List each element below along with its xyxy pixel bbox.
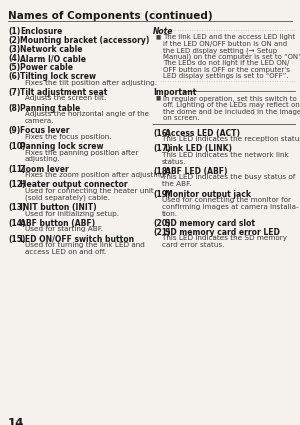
Text: card error status.: card error status. — [162, 242, 224, 248]
Text: Enclosure: Enclosure — [20, 27, 62, 36]
Text: Tilting lock screw: Tilting lock screw — [20, 72, 96, 81]
Text: Fixes the focus position.: Fixes the focus position. — [25, 134, 112, 140]
Text: Used for connecting the heater unit: Used for connecting the heater unit — [25, 188, 154, 194]
Text: (16): (16) — [153, 128, 170, 138]
Text: This LED indicates the SD memory: This LED indicates the SD memory — [162, 235, 287, 241]
Text: if the LED ON/OFF button is ON and: if the LED ON/OFF button is ON and — [163, 40, 287, 46]
Text: This LED indicates the reception status.: This LED indicates the reception status. — [162, 136, 300, 142]
Text: Tilt adjustment seat: Tilt adjustment seat — [20, 88, 107, 97]
Text: (21): (21) — [153, 228, 170, 237]
Text: INIT button (INIT): INIT button (INIT) — [20, 203, 97, 212]
Text: Alarm I/O cable: Alarm I/O cable — [20, 54, 86, 63]
Text: (11): (11) — [8, 164, 26, 173]
Text: (10): (10) — [8, 142, 26, 151]
Text: ■: ■ — [156, 34, 161, 39]
Text: Network cable: Network cable — [20, 45, 82, 54]
Text: Focus lever: Focus lever — [20, 126, 70, 135]
Text: (2): (2) — [8, 36, 20, 45]
Text: access LED on and off.: access LED on and off. — [25, 249, 106, 255]
Text: Adjusts the screen tilt.: Adjusts the screen tilt. — [25, 95, 106, 101]
Text: (20): (20) — [153, 219, 170, 228]
Text: camera.: camera. — [25, 118, 55, 124]
Text: Adjusts the horizontal angle of the: Adjusts the horizontal angle of the — [25, 111, 149, 117]
Text: (13): (13) — [8, 203, 26, 212]
Text: SD memory card error LED: SD memory card error LED — [165, 228, 280, 237]
Text: (17): (17) — [153, 144, 171, 153]
Text: Important: Important — [153, 88, 196, 96]
Text: (4): (4) — [8, 54, 20, 63]
Text: Zoom lever: Zoom lever — [20, 164, 69, 173]
Text: ■: ■ — [156, 96, 161, 100]
Text: (6): (6) — [8, 72, 20, 81]
Text: Note: Note — [153, 27, 173, 36]
Text: (15): (15) — [8, 235, 26, 244]
Text: Monitor output jack: Monitor output jack — [165, 190, 251, 198]
Text: Fixes the panning position after: Fixes the panning position after — [25, 150, 139, 156]
Text: (14): (14) — [8, 219, 26, 228]
Text: LED display settings is set to “OFF”.: LED display settings is set to “OFF”. — [163, 73, 289, 79]
Text: 14: 14 — [8, 417, 24, 425]
Text: (7): (7) — [8, 88, 20, 97]
Text: (12): (12) — [8, 180, 26, 190]
Text: This LED indicates the network link: This LED indicates the network link — [162, 152, 289, 158]
Text: SD memory card slot: SD memory card slot — [165, 219, 255, 228]
Text: In regular operation, set this switch to: In regular operation, set this switch to — [163, 96, 297, 102]
Text: adjusting.: adjusting. — [25, 156, 61, 162]
Text: (sold separately) cable.: (sold separately) cable. — [25, 195, 110, 201]
Text: Power cable: Power cable — [20, 63, 73, 72]
Text: LED ON/OFF switch button: LED ON/OFF switch button — [20, 235, 134, 244]
Text: The LEDs do not light if the LED ON/: The LEDs do not light if the LED ON/ — [163, 60, 290, 66]
Text: (1): (1) — [8, 27, 20, 36]
Text: Used for turning the link LED and: Used for turning the link LED and — [25, 242, 145, 248]
Text: (3): (3) — [8, 45, 20, 54]
Text: (8): (8) — [8, 104, 20, 113]
Text: ABF button (ABF): ABF button (ABF) — [20, 219, 95, 228]
Text: confirming images at camera installa-: confirming images at camera installa- — [162, 204, 298, 210]
Text: Access LED (ACT): Access LED (ACT) — [165, 128, 240, 138]
Text: (18): (18) — [153, 167, 171, 176]
Text: Used for initializing setup.: Used for initializing setup. — [25, 210, 119, 216]
Text: Panning table: Panning table — [20, 104, 80, 113]
Text: on screen.: on screen. — [163, 115, 200, 121]
Text: Link LED (LINK): Link LED (LINK) — [165, 144, 232, 153]
Text: Used for starting ABF.: Used for starting ABF. — [25, 226, 103, 232]
Text: (9): (9) — [8, 126, 20, 135]
Text: Fixes the zoom position after adjusting.: Fixes the zoom position after adjusting. — [25, 172, 167, 178]
Text: tion.: tion. — [162, 211, 178, 217]
Text: (19): (19) — [153, 190, 170, 198]
Text: ABF LED (ABF): ABF LED (ABF) — [165, 167, 227, 176]
Text: Mounting bracket (accessory): Mounting bracket (accessory) — [20, 36, 149, 45]
Text: the ABF.: the ABF. — [162, 181, 191, 187]
Text: Names of Components (continued): Names of Components (continued) — [8, 11, 213, 21]
Text: Fixes the tilt position after adjusting.: Fixes the tilt position after adjusting. — [25, 79, 157, 85]
Text: Panning lock screw: Panning lock screw — [20, 142, 104, 151]
Text: This LED indicates the busy status of: This LED indicates the busy status of — [162, 174, 295, 180]
Text: Heater output connector: Heater output connector — [20, 180, 128, 190]
Text: the dome and be included in the image: the dome and be included in the image — [163, 108, 300, 114]
Text: off. Lighting of the LEDs may reflect on: off. Lighting of the LEDs may reflect on — [163, 102, 300, 108]
Text: (5): (5) — [8, 63, 20, 72]
Text: OFF button is OFF or the computer’s: OFF button is OFF or the computer’s — [163, 66, 290, 73]
Text: status.: status. — [162, 159, 187, 164]
Text: Manual) on the computer is set to “ON”.: Manual) on the computer is set to “ON”. — [163, 54, 300, 60]
Text: The link LED and the access LED light: The link LED and the access LED light — [163, 34, 295, 40]
Text: Used for connecting the monitor for: Used for connecting the monitor for — [162, 197, 291, 203]
Text: the LED display setting (→ Setup: the LED display setting (→ Setup — [163, 47, 277, 54]
